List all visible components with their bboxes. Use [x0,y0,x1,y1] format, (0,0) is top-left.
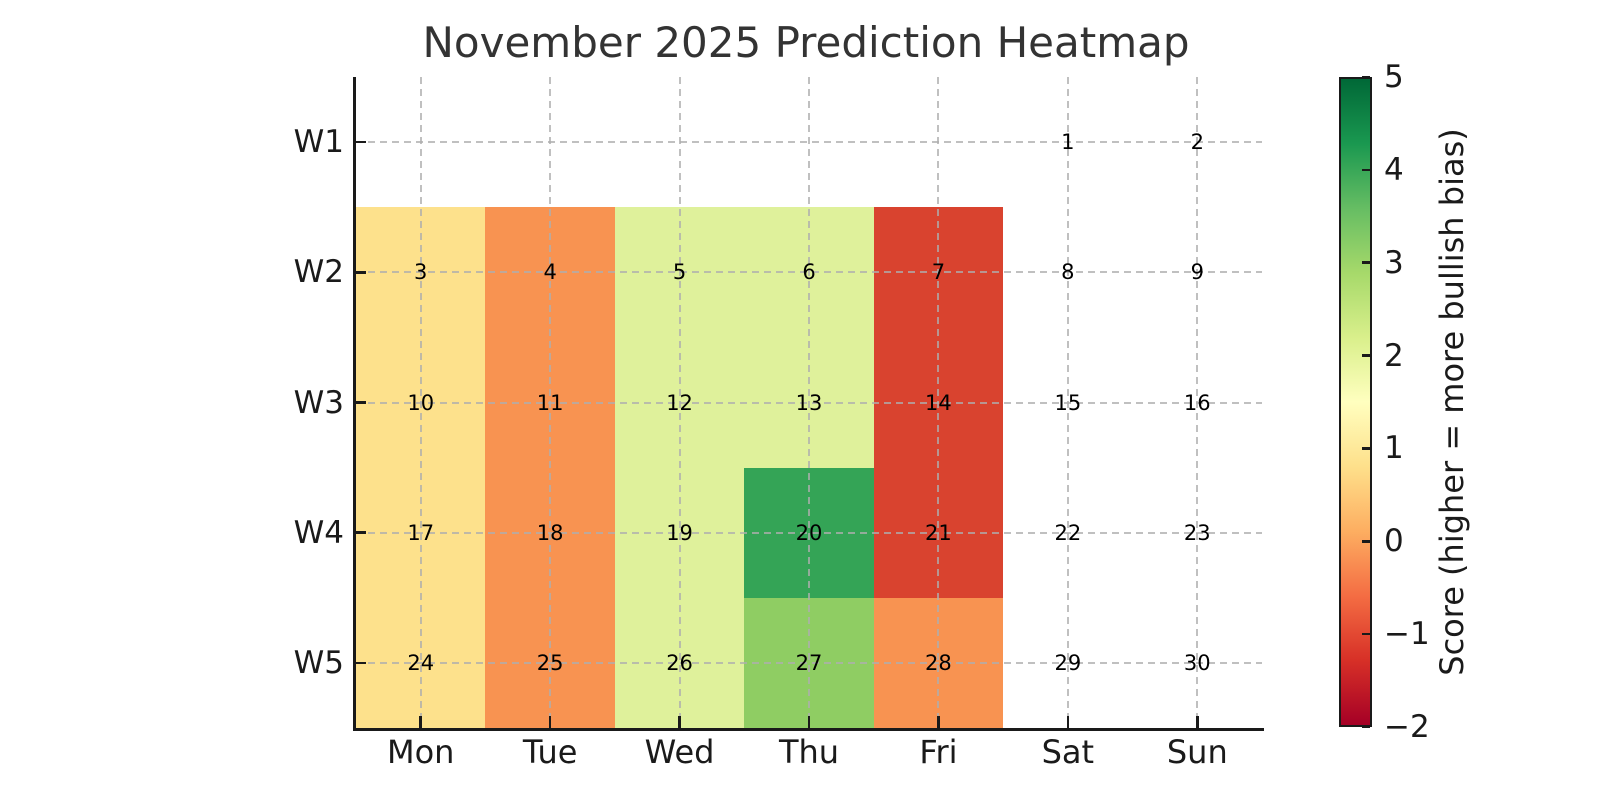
day-number-4: 4 [543,260,557,285]
x-tick-label-tue: Tue [522,733,578,771]
day-number-8: 8 [1061,260,1075,285]
x-tick [1196,716,1199,728]
x-tick-label-mon: Mon [386,733,455,771]
x-tick-label-wed: Wed [644,733,715,771]
y-tick-label-w2: W2 [293,254,344,291]
colorbar-tick [1361,75,1370,79]
gridline-horizontal [356,141,1262,144]
colorbar-tick-label: 1 [1384,430,1404,467]
day-number-27: 27 [795,650,823,675]
day-number-21: 21 [925,520,952,545]
colorbar-tick [1361,354,1370,357]
colorbar-axis-label: Score (higher = more bullish bias) [1433,128,1471,676]
day-number-7: 7 [931,260,946,285]
colorbar-gradient [1339,77,1372,727]
x-tick-label-thu: Thu [778,733,840,771]
colorbar-tick [1361,168,1370,172]
day-number-28: 28 [925,650,952,675]
day-number-13: 13 [795,390,823,415]
x-tick [937,716,940,728]
day-number-17: 17 [407,520,435,545]
y-tick [356,401,366,404]
x-tick-label-fri: Fri [919,733,958,771]
y-tick-label-w1: W1 [293,124,344,161]
colorbar-tick [1361,261,1370,264]
day-number-14: 14 [925,390,952,415]
day-number-16: 16 [1183,390,1211,415]
day-number-6: 6 [802,260,816,285]
colorbar-tick-label: 3 [1384,244,1404,281]
y-tick-label-w5: W5 [293,644,344,681]
day-number-12: 12 [666,390,693,415]
y-tick [356,140,366,144]
colorbar-tick [1361,632,1370,636]
x-tick [1066,716,1070,728]
x-tick [678,716,681,728]
colorbar-tick-label: 0 [1384,523,1404,560]
y-tick-label-w3: W3 [293,384,344,421]
colorbar-tick-label: 2 [1384,337,1404,374]
x-tick [548,716,552,728]
gridline-horizontal [356,271,1262,274]
day-number-23: 23 [1183,520,1211,545]
day-number-18: 18 [536,520,564,545]
day-number-22: 22 [1054,520,1082,545]
colorbar-tick [1361,540,1370,543]
day-number-26: 26 [666,650,693,675]
day-number-29: 29 [1054,650,1082,675]
day-number-30: 30 [1183,650,1211,675]
y-tick [356,271,366,274]
day-number-24: 24 [407,650,435,675]
y-tick [356,531,366,534]
plot-area: 1 2 3 4 5 6 7 8 9 10 11 12 13 14 15 16 17 18 19 20 21 22 23 24 2… [356,77,1262,728]
day-number-10: 10 [407,390,435,415]
x-tick [807,716,811,728]
gridline-horizontal [356,661,1262,664]
colorbar-tick-label: 5 [1384,59,1404,95]
day-number-5: 5 [672,260,687,285]
chart-title: November 2025 Prediction Heatmap [422,18,1190,67]
day-number-2: 2 [1190,130,1204,155]
colorbar-tick-label: −2 [1384,709,1430,745]
colorbar-tick-label: −1 [1384,616,1430,653]
x-tick [419,716,422,728]
colorbar-tick [1361,447,1370,450]
day-number-9: 9 [1190,260,1204,285]
day-number-15: 15 [1054,390,1082,415]
colorbar-tick-label: 4 [1384,151,1404,188]
day-number-1: 1 [1061,130,1075,155]
day-number-3: 3 [414,260,428,285]
day-number-19: 19 [666,520,693,545]
day-number-20: 20 [795,520,823,545]
x-tick-label-sat: Sat [1041,733,1095,771]
y-axis-spine [353,77,356,731]
day-number-11: 11 [536,390,564,415]
colorbar-tick [1361,725,1370,729]
x-tick-label-sun: Sun [1166,733,1228,771]
day-number-25: 25 [536,650,564,675]
y-tick [356,661,366,665]
y-tick-label-w4: W4 [293,514,344,551]
gridline-horizontal [356,401,1262,404]
gridline-horizontal [356,531,1262,534]
x-axis-spine [353,728,1264,731]
